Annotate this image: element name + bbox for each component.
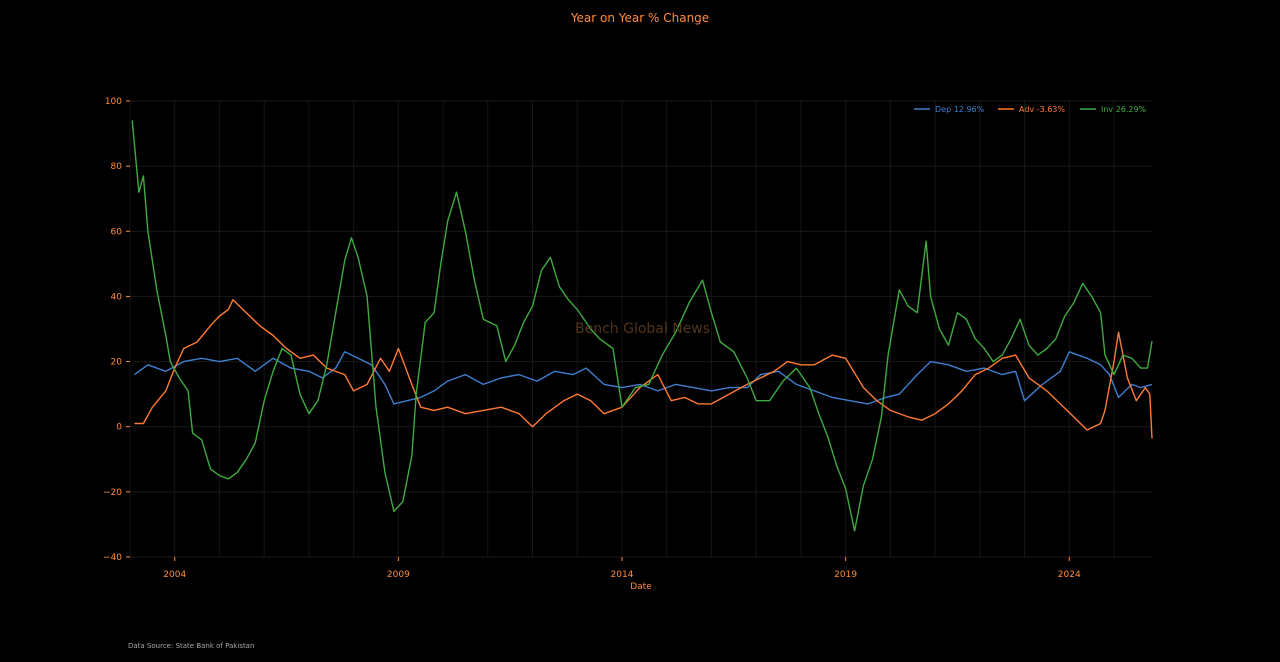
y-tick-label: 40 (111, 292, 123, 302)
data-source-note: Data Source: State Bank of Pakistan (128, 642, 255, 650)
x-tick-label: 2014 (611, 570, 634, 580)
y-tick-label: 20 (111, 358, 123, 368)
y-tick-label: 80 (111, 162, 123, 172)
legend-label: Adv -3.63% (1019, 105, 1065, 114)
x-tick-label: 2004 (163, 570, 186, 580)
series-line-adv (134, 299, 1153, 439)
x-tick-label: 2009 (387, 570, 410, 580)
y-tick-label: 100 (105, 97, 122, 107)
y-tick-label: 60 (111, 227, 123, 237)
y-tick-label: −40 (103, 553, 122, 563)
series-line-inv (131, 120, 1153, 532)
x-tick-label: 2019 (834, 570, 857, 580)
y-tick-label: 0 (116, 423, 122, 433)
axes: −40 −20 0 20 40 60 80 100 2004 2009 2014 2019 2024 Da… (103, 97, 1081, 592)
legend-label: Inv 26.29% (1101, 105, 1147, 114)
x-axis-label: Date (630, 582, 652, 592)
legend-label: Dep 12.96% (935, 105, 985, 114)
chart-title: Year on Year % Change (570, 11, 710, 25)
y-tick-label: −20 (103, 488, 122, 498)
watermark: Bench Global News (575, 321, 711, 337)
legend[interactable]: Dep 12.96% Adv -3.63% Inv 26.29% (914, 105, 1147, 114)
series-group (131, 120, 1153, 532)
series-line-dep (134, 351, 1153, 405)
x-tick-label: 2024 (1058, 570, 1081, 580)
